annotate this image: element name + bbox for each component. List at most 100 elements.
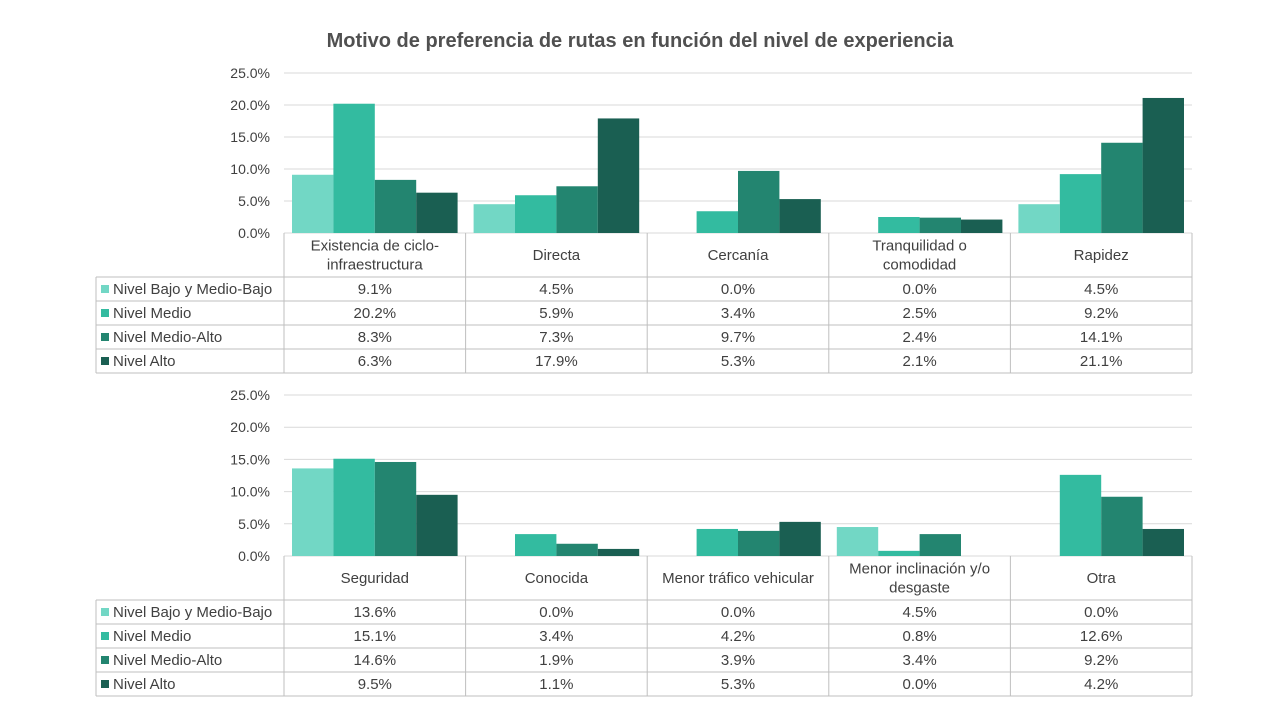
legend-label: Nivel Alto [113, 353, 176, 370]
bar [333, 103, 375, 233]
data-label: 0.0% [721, 604, 755, 621]
data-label: 17.9% [535, 353, 578, 370]
legend-label: Nivel Medio-Alto [113, 329, 222, 346]
y-tick-label: 25.0% [230, 65, 270, 81]
bar [1059, 174, 1102, 233]
data-label: 21.1% [1080, 353, 1123, 370]
legend-swatch [101, 333, 109, 341]
legend-label: Nivel Alto [113, 676, 176, 693]
category-label: Menor inclinación y/o [849, 561, 990, 578]
data-label: 1.9% [539, 652, 573, 669]
bar [292, 174, 334, 233]
bar [333, 458, 375, 556]
bar [556, 186, 598, 233]
bar [473, 204, 515, 233]
y-tick-label: 15.0% [230, 451, 270, 467]
legend-swatch [101, 632, 109, 640]
bar [1101, 142, 1143, 233]
legend-label: Nivel Bajo y Medio-Bajo [113, 604, 272, 621]
data-label: 14.6% [354, 652, 397, 669]
data-label: 13.6% [354, 604, 397, 621]
bar [836, 527, 879, 556]
category-label: desgaste [889, 580, 950, 597]
y-tick-label: 20.0% [230, 97, 270, 113]
legend-swatch [101, 680, 109, 688]
category-label: comodidad [883, 257, 956, 274]
data-label: 5.3% [721, 353, 755, 370]
data-label: 15.1% [354, 628, 397, 645]
data-label: 3.9% [721, 652, 755, 669]
bar [1142, 528, 1184, 556]
category-label: Otra [1087, 570, 1117, 587]
bar [779, 521, 821, 556]
data-label: 9.7% [721, 329, 755, 346]
legend-label: Nivel Medio-Alto [113, 652, 222, 669]
data-label: 3.4% [902, 652, 936, 669]
data-label: 9.2% [1084, 652, 1118, 669]
y-tick-label: 5.0% [238, 193, 270, 209]
data-label: 5.9% [539, 305, 573, 322]
y-tick-label: 15.0% [230, 129, 270, 145]
category-label: infraestructura [327, 257, 424, 274]
data-label: 14.1% [1080, 329, 1123, 346]
y-tick-label: 25.0% [230, 387, 270, 403]
bar [738, 170, 780, 233]
data-label: 7.3% [539, 329, 573, 346]
bar [779, 199, 821, 233]
category-label: Seguridad [341, 570, 409, 587]
data-label: 4.2% [721, 628, 755, 645]
bar [696, 211, 738, 233]
data-label: 3.4% [539, 628, 573, 645]
bar [1142, 97, 1184, 234]
category-label: Existencia de ciclo- [311, 238, 439, 255]
bar [292, 468, 334, 556]
legend-swatch [101, 357, 109, 365]
legend-label: Nivel Bajo y Medio-Bajo [113, 281, 272, 298]
category-label: Conocida [525, 570, 589, 587]
data-label: 4.5% [539, 281, 573, 298]
bar [1059, 474, 1102, 556]
data-label: 0.0% [902, 676, 936, 693]
legend-label: Nivel Medio [113, 628, 191, 645]
data-label: 0.0% [902, 281, 936, 298]
data-label: 4.5% [902, 604, 936, 621]
y-tick-label: 20.0% [230, 419, 270, 435]
data-label: 0.0% [721, 281, 755, 298]
legend-swatch [101, 285, 109, 293]
category-label: Menor tráfico vehicular [662, 570, 814, 587]
data-label: 20.2% [354, 305, 397, 322]
data-label: 2.1% [902, 353, 936, 370]
data-label: 1.1% [539, 676, 573, 693]
category-label: Directa [533, 247, 581, 264]
data-label: 12.6% [1080, 628, 1123, 645]
data-label: 5.3% [721, 676, 755, 693]
data-label: 4.2% [1084, 676, 1118, 693]
bar [556, 543, 598, 556]
data-label: 2.5% [902, 305, 936, 322]
y-tick-label: 10.0% [230, 161, 270, 177]
category-label: Tranquilidad o [872, 238, 967, 255]
data-label: 3.4% [721, 305, 755, 322]
chart-title: Motivo de preferencia de rutas en funció… [326, 30, 954, 52]
data-label: 2.4% [902, 329, 936, 346]
y-tick-label: 10.0% [230, 484, 270, 500]
bar [738, 530, 780, 556]
legend-swatch [101, 309, 109, 317]
data-label: 6.3% [358, 353, 392, 370]
bar [374, 461, 417, 556]
data-label: 8.3% [358, 329, 392, 346]
category-label: Rapidez [1074, 247, 1129, 264]
bar [416, 494, 458, 556]
bar [961, 219, 1003, 233]
data-label: 0.0% [539, 604, 573, 621]
bar [919, 217, 961, 233]
bar [597, 548, 640, 556]
bar [515, 195, 557, 233]
legend-swatch [101, 656, 109, 664]
bar [374, 179, 417, 233]
data-label: 4.5% [1084, 281, 1118, 298]
category-label: Cercanía [708, 247, 770, 264]
bar [696, 528, 738, 556]
data-label: 0.0% [1084, 604, 1118, 621]
